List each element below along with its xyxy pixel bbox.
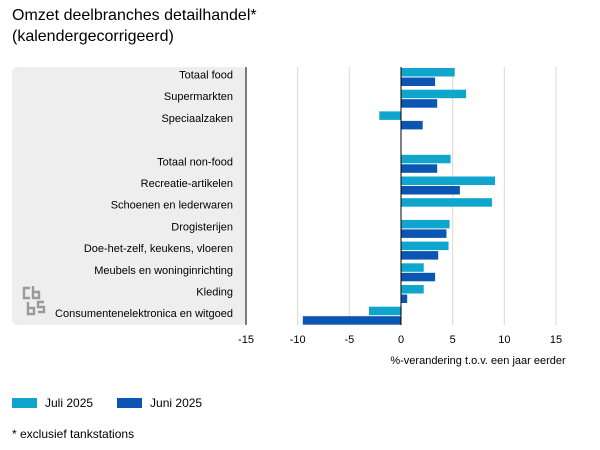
x-tick-label: -5 [344, 334, 354, 346]
x-tick-label: 15 [550, 334, 562, 346]
bar-july [401, 176, 496, 185]
category-label: Totaal non-food [157, 156, 233, 168]
bar-june [401, 99, 438, 108]
x-tick-label: 10 [498, 334, 510, 346]
legend-item-june: Juni 2025 [117, 396, 202, 410]
bar-june [401, 164, 438, 173]
bar-july [401, 241, 449, 251]
bar-july [368, 306, 401, 316]
legend-label-july: Juli 2025 [45, 396, 94, 410]
bar-july [401, 263, 424, 272]
x-tick-label: 5 [450, 334, 456, 346]
chart-title-line2: (kalendergecorrigeerd) [12, 28, 174, 45]
category-label: Consumentenelektronica en witgoed [55, 308, 233, 320]
category-label: Schoenen en lederwaren [111, 200, 233, 212]
x-tick-label: -10 [290, 334, 306, 346]
legend-swatch-july [12, 398, 37, 408]
legend: Juli 2025 Juni 2025 [12, 396, 202, 410]
x-axis-label: %-verandering t.o.v. een jaar eerder [390, 355, 566, 367]
category-label: Totaal food [179, 70, 233, 82]
bar-july [401, 89, 467, 99]
category-label: Drogisterijen [171, 221, 233, 233]
category-panel [12, 67, 246, 325]
bar-june [302, 316, 401, 325]
category-label: Supermarkten [164, 91, 233, 103]
legend-item-july: Juli 2025 [12, 396, 93, 410]
chart-title: Omzet deelbranches detailhandel* (kalend… [12, 5, 257, 47]
bar-june [401, 294, 408, 303]
category-label: Speciaalzaken [161, 113, 233, 125]
bar-june [401, 229, 447, 238]
bar-june [401, 186, 460, 195]
bar-july [401, 219, 450, 229]
bar-june [401, 251, 439, 260]
bar-july [379, 111, 401, 120]
bar-july [401, 285, 424, 294]
x-tick-label: -15 [238, 334, 254, 346]
category-label: Kleding [196, 287, 233, 299]
chart-title-line1: Omzet deelbranches detailhandel* [12, 7, 257, 24]
legend-swatch-june [117, 398, 143, 408]
footnote: * exclusief tankstations [12, 427, 135, 441]
category-label: Recreatie-artikelen [141, 178, 233, 190]
bar-june [401, 120, 423, 130]
cbs-logo-icon [22, 286, 46, 316]
legend-label-june: Juni 2025 [150, 396, 203, 410]
bar-july [401, 68, 455, 77]
category-label: Meubels en woninginrichting [94, 265, 233, 277]
x-tick-label: 0 [398, 334, 404, 346]
bar-june [401, 77, 436, 86]
category-label: Doe-het-zelf, keukens, vloeren [84, 243, 233, 255]
bar-july [401, 154, 451, 164]
bar-june [401, 272, 436, 282]
bar-july [401, 198, 492, 207]
